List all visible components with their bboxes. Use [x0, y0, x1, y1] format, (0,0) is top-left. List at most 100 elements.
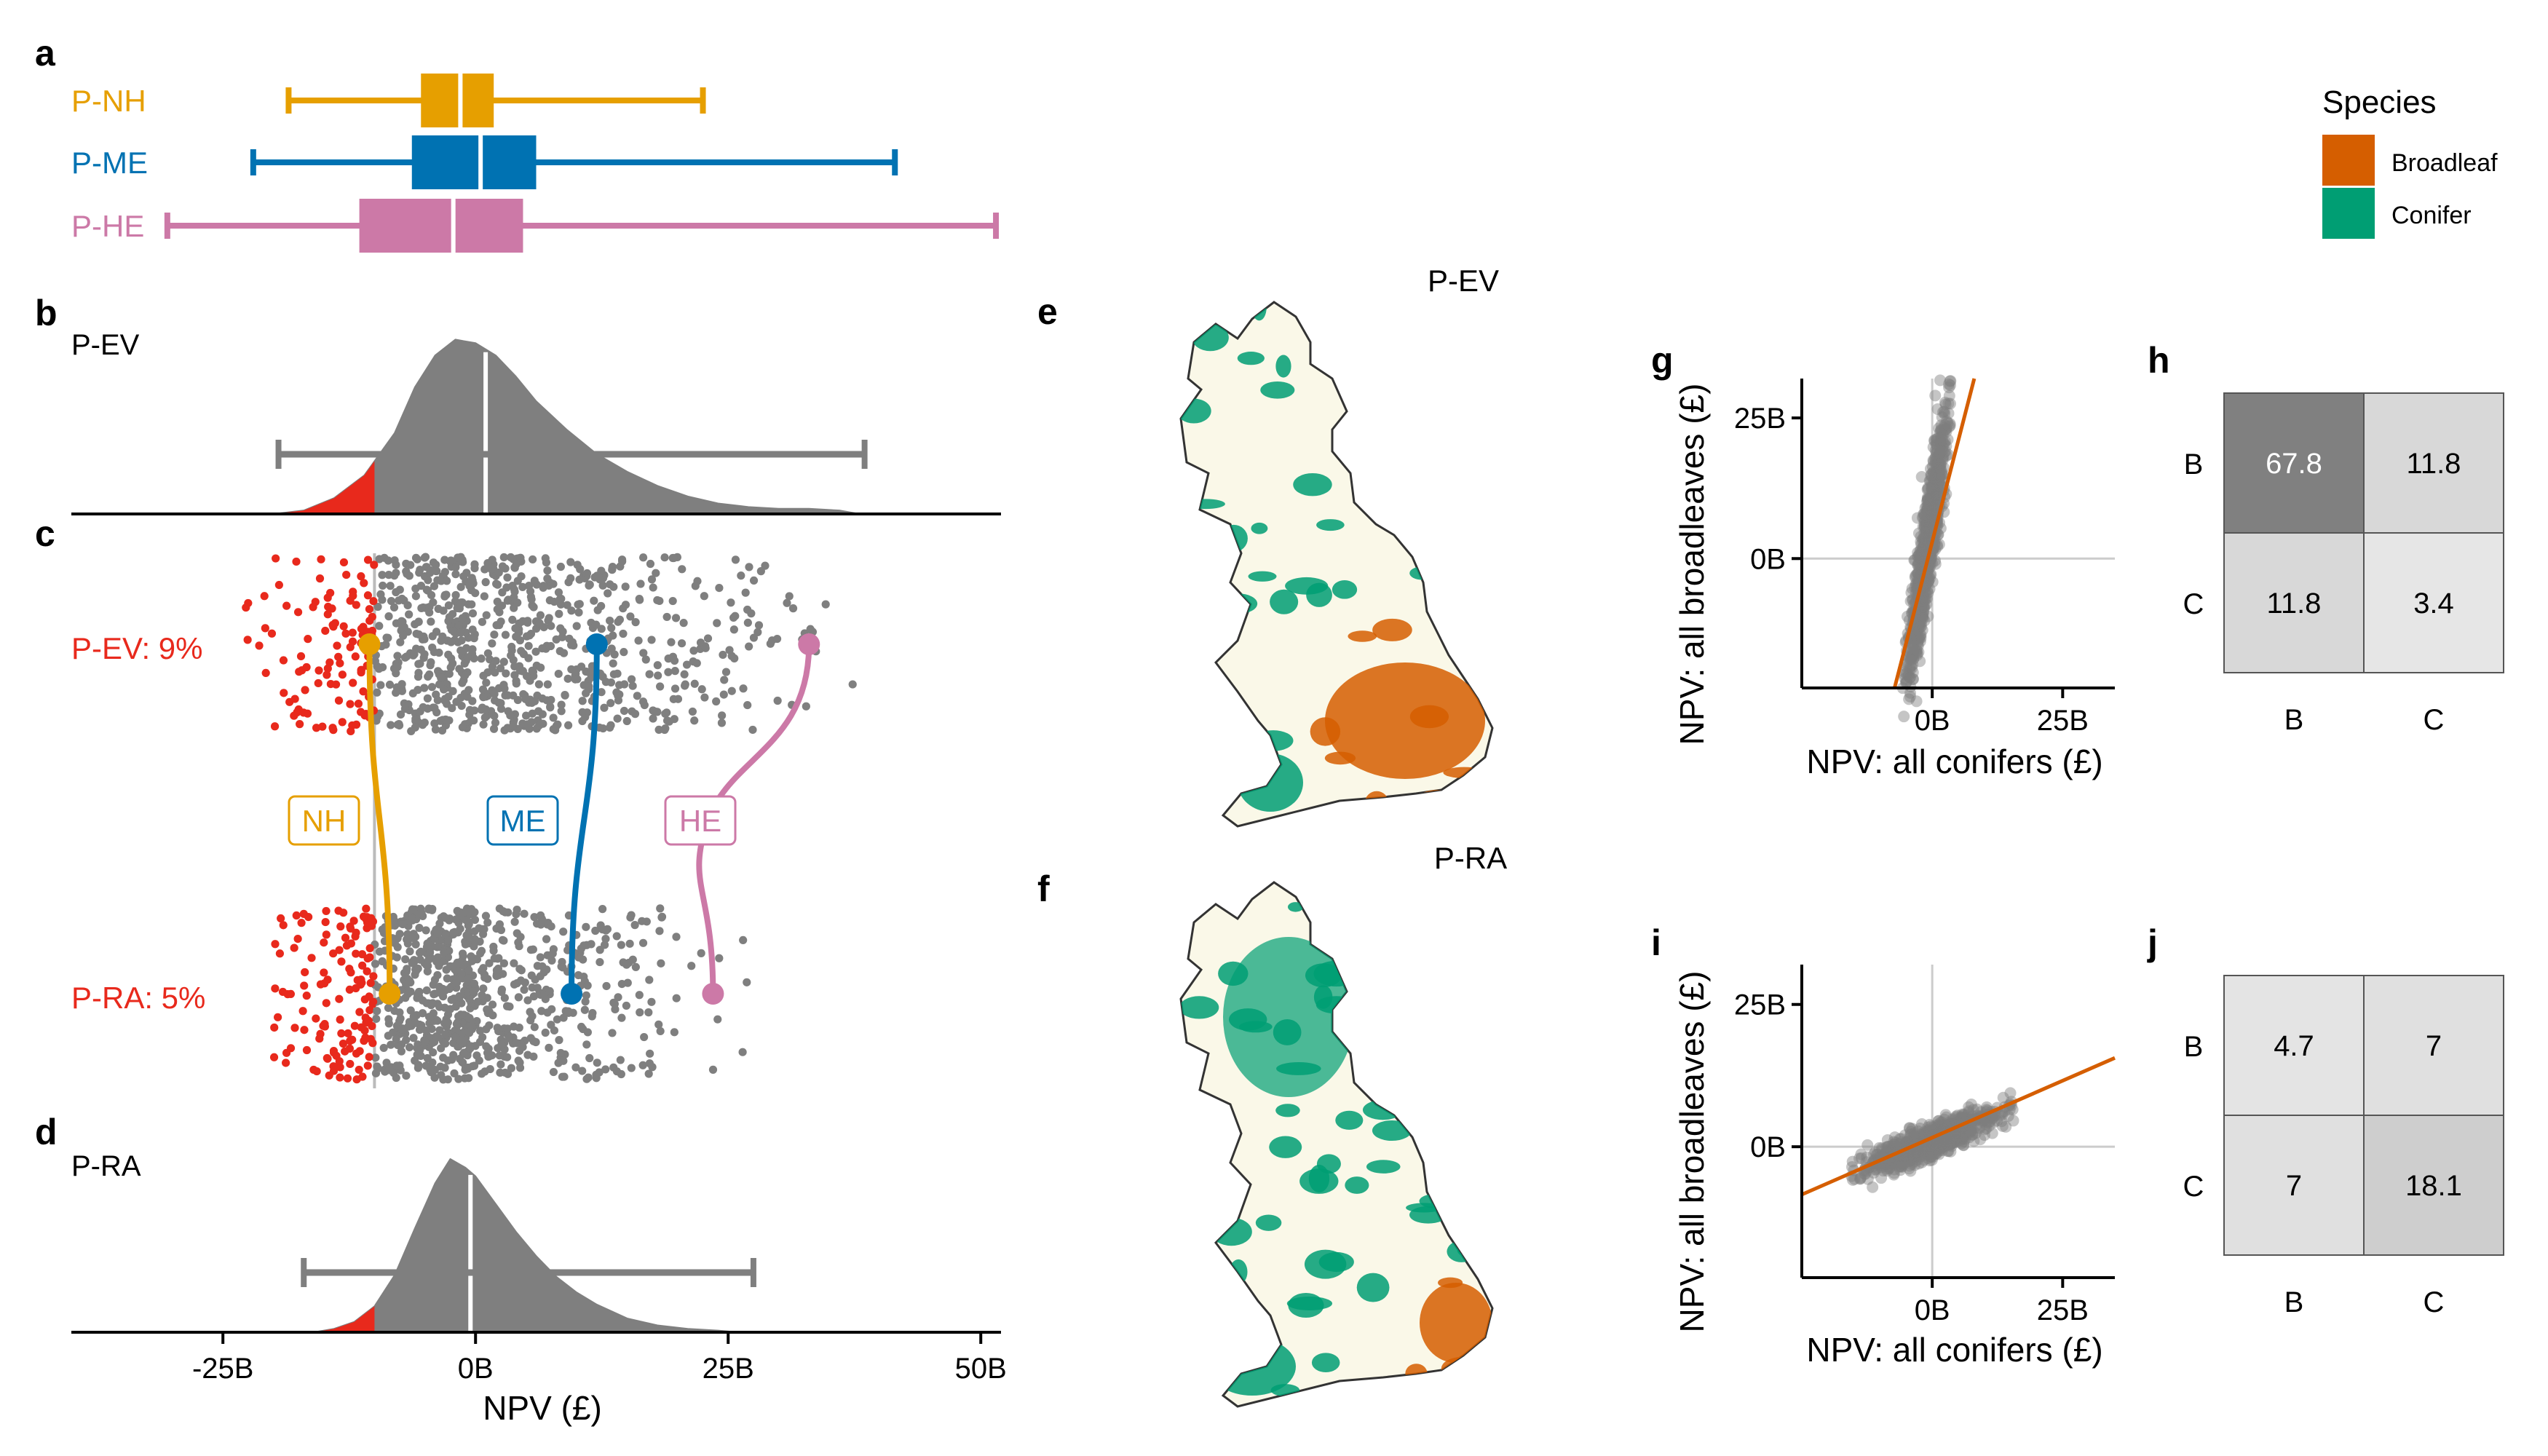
dot	[549, 713, 558, 722]
dot	[489, 724, 499, 733]
dot	[613, 714, 622, 723]
dot	[423, 967, 432, 976]
dot	[352, 601, 360, 609]
map-broadleaf-zone	[1420, 1283, 1492, 1363]
scatter-point	[1918, 527, 1931, 539]
scatter-point	[1918, 543, 1930, 555]
scatter-point	[1908, 644, 1920, 657]
scatter-point	[1915, 617, 1928, 630]
scatter-point	[1923, 507, 1935, 520]
scatter-point	[1918, 602, 1930, 614]
map-cover-patch	[1459, 593, 1492, 606]
dot	[625, 939, 634, 948]
dot	[545, 986, 554, 996]
scatter-point	[1915, 538, 1928, 550]
dot	[362, 1018, 371, 1027]
map-cover-patch	[1229, 1259, 1248, 1285]
scatter-point	[1926, 487, 1939, 499]
dot	[467, 957, 476, 965]
dot	[654, 1020, 663, 1029]
dot	[585, 1053, 594, 1063]
dot	[528, 709, 537, 718]
scatter-point	[1913, 612, 1926, 624]
dot	[538, 644, 547, 653]
dot	[618, 557, 627, 566]
scatter-point	[1925, 505, 1937, 517]
scatter-point	[1915, 551, 1927, 563]
scatter-point	[1906, 662, 1918, 674]
dot	[501, 564, 510, 573]
dot	[451, 563, 460, 571]
scatter-point	[1928, 488, 1940, 500]
scatter-point	[1924, 491, 1936, 504]
scatter-point	[1922, 499, 1934, 511]
dot	[653, 661, 662, 670]
dot	[712, 697, 721, 706]
dot	[670, 684, 680, 693]
scatter-point	[1920, 524, 1933, 537]
scatter-point	[1922, 482, 1934, 494]
scatter-point	[1964, 1126, 1977, 1139]
scatter-point	[1924, 509, 1936, 521]
dot	[547, 956, 556, 965]
scatter-point	[1917, 536, 1929, 548]
scatter-point	[1925, 470, 1937, 482]
dot	[680, 670, 689, 678]
scatter-point	[1923, 521, 1935, 533]
dot	[392, 688, 400, 697]
dot	[341, 933, 350, 942]
map-cover-patch	[1318, 1251, 1354, 1273]
dot	[325, 1071, 333, 1080]
dot	[729, 625, 738, 634]
dot	[646, 559, 655, 569]
scatter-point	[1925, 495, 1937, 507]
map-cover-patch	[1426, 1381, 1458, 1390]
scatter-point	[1925, 505, 1937, 517]
dot	[349, 678, 357, 687]
dot	[470, 563, 479, 573]
scatter-point	[1912, 567, 1924, 579]
dot	[639, 553, 648, 562]
scatter-point	[1934, 459, 1947, 471]
scatter-point	[1912, 527, 1925, 539]
dot	[379, 1043, 388, 1053]
dot	[806, 625, 815, 633]
dot	[721, 668, 731, 676]
scatter-point	[1929, 466, 1942, 478]
scatter-point	[1914, 629, 1926, 641]
scatter-point	[1921, 528, 1934, 540]
dot	[579, 955, 587, 964]
scatter-point	[1917, 612, 1929, 625]
dot	[502, 669, 510, 678]
scatter-point	[1942, 378, 1955, 390]
dot	[411, 592, 420, 601]
dot	[495, 1051, 504, 1060]
scatter-point	[1924, 475, 1936, 487]
map-cover-patch	[1457, 1241, 1488, 1259]
scatter-point	[1921, 577, 1934, 589]
dot	[503, 691, 513, 700]
dot	[480, 973, 489, 982]
dot	[328, 724, 337, 732]
dot	[539, 583, 547, 592]
dot	[604, 589, 612, 598]
panel-b-density: P-EV	[71, 329, 1001, 515]
dot	[390, 1006, 399, 1016]
dot	[533, 984, 542, 992]
dot	[335, 1057, 344, 1066]
dot	[339, 558, 349, 567]
scatter-point	[1919, 540, 1931, 553]
dot	[384, 1003, 393, 1013]
dot	[656, 904, 665, 913]
dot	[389, 603, 399, 612]
scatter-point	[1927, 502, 1939, 515]
scatter-point	[1926, 514, 1938, 526]
scatter-point	[1920, 508, 1932, 521]
dot	[286, 1044, 296, 1053]
scatter-point	[1920, 526, 1932, 539]
dot	[469, 987, 478, 996]
scatter-point	[1906, 582, 1918, 595]
dot	[352, 720, 361, 729]
dot	[497, 1040, 506, 1049]
scatter-point	[1939, 419, 1951, 431]
